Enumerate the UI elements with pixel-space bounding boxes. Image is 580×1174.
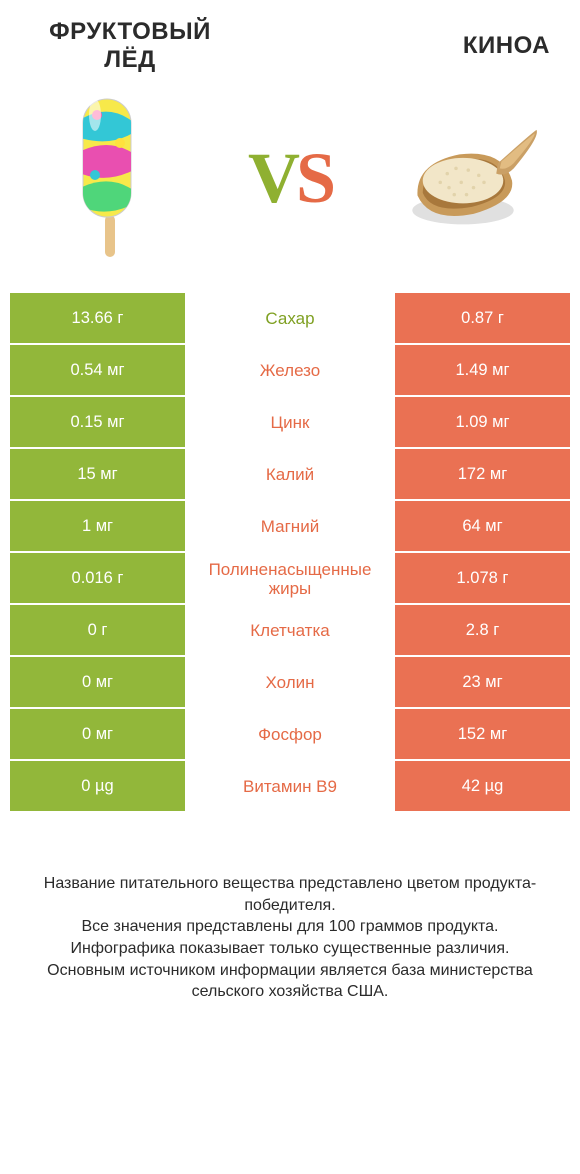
table-row: 0.016 гПолиненасыщенные жиры1.078 г [10, 553, 570, 605]
right-value-cell: 172 мг [395, 449, 570, 501]
table-row: 0 мгФосфор152 мг [10, 709, 570, 761]
left-value-cell: 15 мг [10, 449, 185, 501]
left-value-cell: 13.66 г [10, 293, 185, 345]
right-value-cell: 1.09 мг [395, 397, 570, 449]
nutrient-label: Фосфор [185, 709, 395, 761]
left-value-cell: 0.016 г [10, 553, 185, 605]
left-value-cell: 0.15 мг [10, 397, 185, 449]
left-product-title: ФРУКТОВЫЙ ЛЁД [30, 18, 230, 73]
table-row: 0 мгХолин23 мг [10, 657, 570, 709]
footer-line-1: Название питательного вещества представл… [22, 873, 558, 916]
nutrient-label: Сахар [185, 293, 395, 345]
right-product-title: КИНОА [350, 18, 550, 60]
right-value-cell: 0.87 г [395, 293, 570, 345]
table-row: 0.54 мгЖелезо1.49 мг [10, 345, 570, 397]
table-row: 0.15 мгЦинк1.09 мг [10, 397, 570, 449]
left-value-cell: 0 г [10, 605, 185, 657]
left-product-image [40, 88, 180, 268]
left-value-cell: 0 µg [10, 761, 185, 813]
quinoa-scoop-icon [400, 103, 540, 253]
footer-line-2: Все значения представлены для 100 граммо… [22, 916, 558, 938]
right-value-cell: 1.078 г [395, 553, 570, 605]
vs-v-letter: V [248, 138, 296, 218]
left-value-cell: 1 мг [10, 501, 185, 553]
right-value-cell: 64 мг [395, 501, 570, 553]
nutrient-label: Железо [185, 345, 395, 397]
nutrient-label: Холин [185, 657, 395, 709]
left-value-cell: 0.54 мг [10, 345, 185, 397]
table-row: 0 µgВитамин B942 µg [10, 761, 570, 813]
right-product-image [400, 88, 540, 268]
vs-label: VS [248, 137, 332, 220]
header-row: ФРУКТОВЫЙ ЛЁД КИНОА [0, 0, 580, 73]
nutrient-label: Клетчатка [185, 605, 395, 657]
table-row: 15 мгКалий172 мг [10, 449, 570, 501]
table-row: 0 гКлетчатка2.8 г [10, 605, 570, 657]
left-title-line2: ЛЁД [104, 46, 156, 73]
nutrient-label: Витамин B9 [185, 761, 395, 813]
popsicle-icon [65, 93, 155, 263]
comparison-table: 13.66 гСахар0.87 г0.54 мгЖелезо1.49 мг0.… [0, 293, 580, 813]
right-value-cell: 2.8 г [395, 605, 570, 657]
right-value-cell: 1.49 мг [395, 345, 570, 397]
nutrient-label: Калий [185, 449, 395, 501]
left-value-cell: 0 мг [10, 657, 185, 709]
right-value-cell: 152 мг [395, 709, 570, 761]
right-value-cell: 23 мг [395, 657, 570, 709]
footer-line-4: Основным источником информации является … [22, 960, 558, 1003]
vs-s-letter: S [296, 138, 332, 218]
table-row: 1 мгМагний64 мг [10, 501, 570, 553]
footer-line-3: Инфографика показывает только существенн… [22, 938, 558, 960]
left-title-line1: ФРУКТОВЫЙ [49, 18, 211, 45]
nutrient-label: Магний [185, 501, 395, 553]
right-value-cell: 42 µg [395, 761, 570, 813]
nutrient-label: Цинк [185, 397, 395, 449]
table-row: 13.66 гСахар0.87 г [10, 293, 570, 345]
nutrient-label: Полиненасыщенные жиры [185, 553, 395, 605]
footer-notes: Название питательного вещества представл… [0, 813, 580, 1003]
images-row: VS [0, 73, 580, 293]
left-value-cell: 0 мг [10, 709, 185, 761]
